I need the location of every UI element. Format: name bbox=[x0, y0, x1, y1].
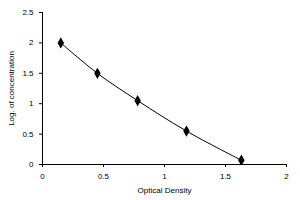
svg-text:1.5: 1.5 bbox=[220, 172, 232, 181]
svg-text:1: 1 bbox=[29, 99, 34, 108]
svg-text:2: 2 bbox=[284, 172, 289, 181]
svg-text:1.5: 1.5 bbox=[22, 69, 34, 78]
svg-text:2.5: 2.5 bbox=[22, 8, 34, 17]
svg-text:2: 2 bbox=[29, 38, 34, 47]
svg-text:0: 0 bbox=[40, 172, 45, 181]
svg-text:0.5: 0.5 bbox=[22, 130, 34, 139]
svg-text:0.5: 0.5 bbox=[98, 172, 110, 181]
svg-text:0: 0 bbox=[29, 160, 34, 169]
svg-text:1: 1 bbox=[162, 172, 167, 181]
svg-text:Log. of concentration: Log. of concentration bbox=[7, 51, 16, 126]
svg-text:Optical Density: Optical Density bbox=[138, 186, 192, 195]
